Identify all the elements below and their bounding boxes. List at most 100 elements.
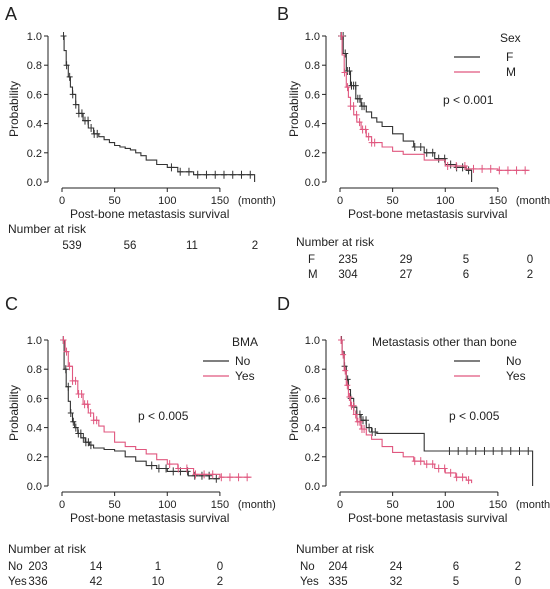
censor-mark (72, 100, 79, 109)
y-axis-title: Probability (7, 81, 21, 137)
censor-mark (148, 461, 155, 470)
censor-mark (183, 464, 190, 473)
y-tick-label: 0.0 (27, 481, 42, 493)
risk-cell: 5 (463, 254, 469, 266)
y-tick-label: 0.8 (305, 60, 320, 72)
x-tick-label: 150 (489, 499, 507, 511)
censor-mark (496, 166, 503, 175)
censor-mark (498, 446, 505, 455)
y-tick-label: 1.0 (27, 31, 42, 43)
censor-mark (66, 362, 73, 371)
censor-mark (441, 154, 448, 163)
censor-mark (177, 167, 184, 176)
censor-mark (507, 446, 514, 455)
censor-mark (338, 336, 345, 344)
y-tick-label: 1.0 (305, 335, 320, 347)
censor-mark (453, 161, 460, 170)
x-axis-title: Post-bone metastasis survival (348, 207, 507, 221)
x-tick-label: 100 (158, 195, 176, 207)
censor-mark (84, 400, 91, 409)
y-tick-label: 0.4 (305, 119, 320, 131)
y-tick-label: 0.8 (305, 364, 320, 376)
censor-mark (163, 464, 170, 473)
censor-mark (447, 160, 454, 169)
censor-mark (194, 170, 201, 179)
risk-cell: 27 (400, 269, 413, 281)
censor-mark (192, 470, 199, 479)
y-tick-label: 0.6 (305, 89, 320, 101)
series-line (340, 35, 530, 171)
y-tick-label: 0.4 (27, 119, 42, 131)
censor-mark (356, 118, 363, 127)
x-axis-unit: (month) (238, 195, 276, 207)
censor-mark (213, 474, 220, 483)
y-tick-label: 0.6 (27, 89, 42, 101)
legend-label: F (506, 50, 513, 64)
censor-mark (472, 446, 479, 455)
risk-cell: 5 (453, 576, 459, 588)
censor-mark (80, 433, 87, 442)
censor-mark (206, 471, 213, 480)
panel-a: A 0.0 0.2 0.4 0.6 0.8 1.0 0 50 100 150 Probability P… (5, 4, 276, 252)
legend-label: Yes (235, 369, 255, 383)
x-tick-label: 50 (387, 499, 399, 511)
censor-mark (361, 425, 368, 434)
censor-mark (371, 138, 378, 147)
panel-b: B0.00.20.40.60.81.00 50 100 150ProbabilityP… (277, 4, 550, 281)
censor-mark (346, 67, 353, 76)
y-tick-label: 0.2 (27, 452, 42, 464)
censor-mark (229, 170, 236, 179)
x-tick-label: 150 (211, 499, 229, 511)
risk-cell: 0 (515, 576, 521, 588)
x-axis-title: Post-bone metastasis survival (348, 511, 507, 525)
x-tick-label: 0 (59, 195, 65, 207)
risk-cell: 24 (390, 561, 403, 573)
censor-mark (453, 473, 460, 482)
censor-mark (235, 473, 242, 482)
censor-mark (88, 123, 95, 132)
censor-mark (63, 61, 70, 70)
censor-mark (342, 49, 349, 58)
risk-cell: 10 (152, 576, 165, 588)
risk-table-title: Number at risk (296, 542, 375, 556)
censor-mark (525, 446, 532, 455)
x-tick-label: 50 (109, 195, 121, 207)
censor-mark (247, 170, 254, 179)
censor-mark (363, 416, 370, 425)
censor-mark (481, 446, 488, 455)
censor-mark (487, 164, 494, 173)
x-axis-unit: (month) (516, 499, 550, 511)
y-tick-label: 0.8 (27, 60, 42, 72)
censor-mark (463, 446, 470, 455)
risk-cell: 1 (155, 561, 161, 573)
risk-table-title: Number at risk (296, 235, 375, 249)
censor-mark (429, 460, 436, 469)
censor-mark (185, 167, 192, 176)
panel-letter: C (5, 294, 18, 314)
risk-cell: 56 (124, 240, 137, 252)
censor-mark (344, 381, 351, 390)
risk-cell: 6 (463, 269, 469, 281)
censor-mark (516, 446, 523, 455)
censor-mark (63, 347, 70, 356)
risk-row-label: F (308, 254, 315, 266)
risk-row-label: No (300, 561, 315, 573)
y-tick-label: 0.0 (27, 177, 42, 189)
legend-label: Yes (506, 369, 526, 383)
censor-mark (435, 154, 442, 163)
panel-c: C0.00.20.40.60.81.00 50 100 150ProbabilityP… (5, 294, 276, 588)
censor-mark (429, 148, 436, 157)
censor-mark (340, 350, 347, 359)
legend-title: Sex (500, 31, 521, 45)
censor-mark (60, 32, 67, 40)
censor-mark (522, 166, 529, 175)
censor-mark (209, 470, 216, 479)
censor-mark (417, 457, 424, 466)
censor-mark (93, 416, 100, 425)
censor-mark (85, 116, 92, 125)
risk-cell: 2 (527, 269, 533, 281)
censor-mark (78, 390, 85, 399)
censor-mark (65, 382, 72, 391)
censor-mark (365, 132, 372, 141)
